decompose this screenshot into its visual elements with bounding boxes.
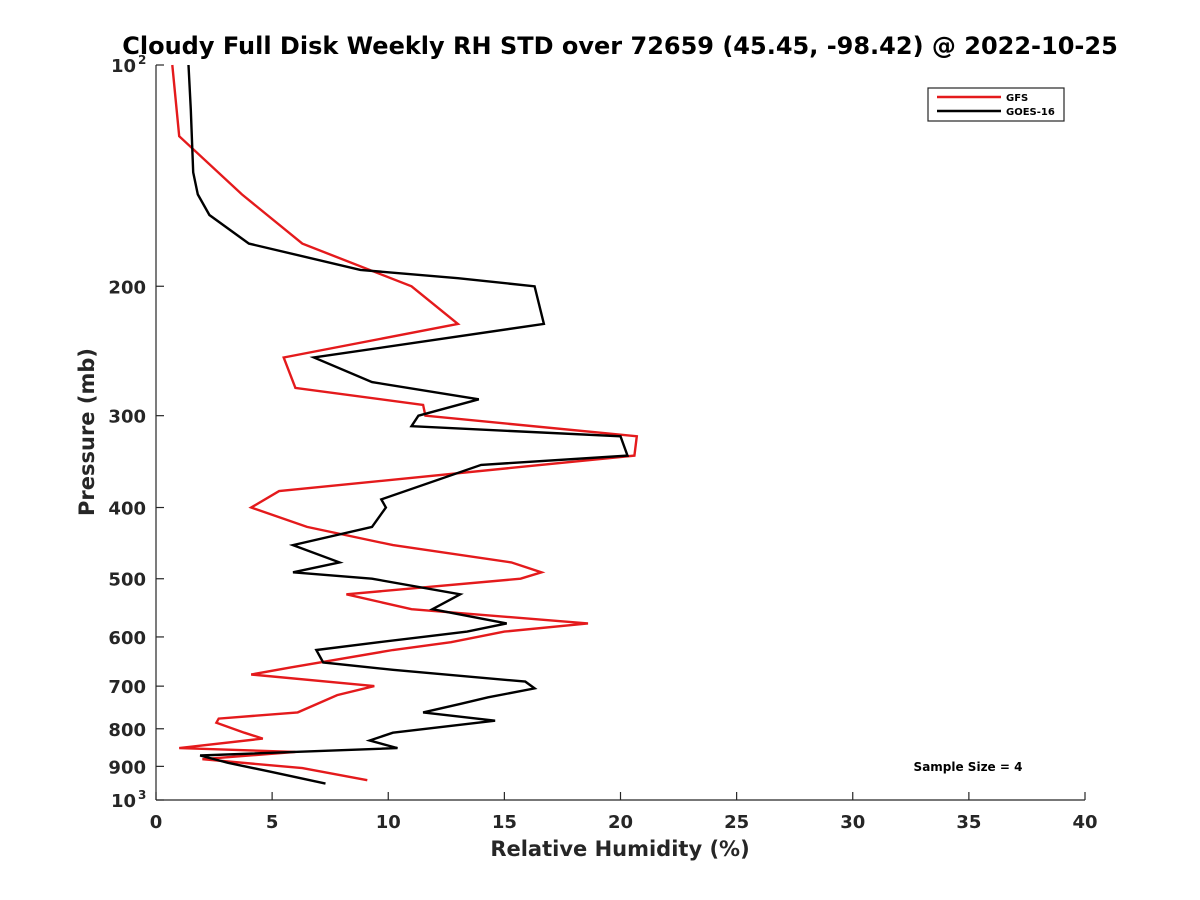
y-tick-label: 700 [108,677,146,698]
y-tick-exponent: 3 [138,788,146,802]
plot-area: 0 5 10 15 20 25 30 35 40 10 220030040050060070080… [108,53,1097,833]
y-tick-label: 300 [108,407,146,428]
y-tick-label: 200 [108,277,146,298]
x-tick-label: 20 [608,812,633,833]
x-tick-label: 40 [1072,812,1097,833]
x-axis-ticks: 0 5 10 15 20 25 30 35 40 [150,792,1098,833]
x-tick-label: 10 [376,812,401,833]
y-tick-label: 800 [108,720,146,741]
legend-box [927,87,1065,122]
y-tick-label: 600 [108,628,146,649]
x-axis-label: Relative Humidity (%) [490,837,749,861]
series-line-goes-16 [187,64,630,785]
series-line-gfs [171,64,639,782]
y-tick-label: 10 [111,791,136,812]
x-tick-label: 0 [150,812,163,833]
x-tick-label: 25 [724,812,749,833]
legend-label: GFS [1006,93,1028,104]
series-layer [171,64,639,785]
sample-size-annotation: Sample Size = 4 [914,760,1023,774]
y-tick-label: 500 [108,570,146,591]
y-tick-label: 900 [108,757,146,778]
y-tick-label: 400 [108,499,146,520]
legend-label: GOES-16 [1006,107,1055,118]
x-tick-label: 35 [956,812,981,833]
y-tick-exponent: 2 [138,53,146,67]
y-axis-label: Pressure (mb) [75,348,99,516]
legend: GFS GOES-16 [927,87,1065,122]
x-tick-label: 30 [840,812,865,833]
x-tick-label: 5 [266,812,279,833]
chart-title: Cloudy Full Disk Weekly RH STD over 7265… [122,32,1118,60]
y-tick-label: 10 [111,56,136,77]
x-tick-label: 15 [492,812,517,833]
